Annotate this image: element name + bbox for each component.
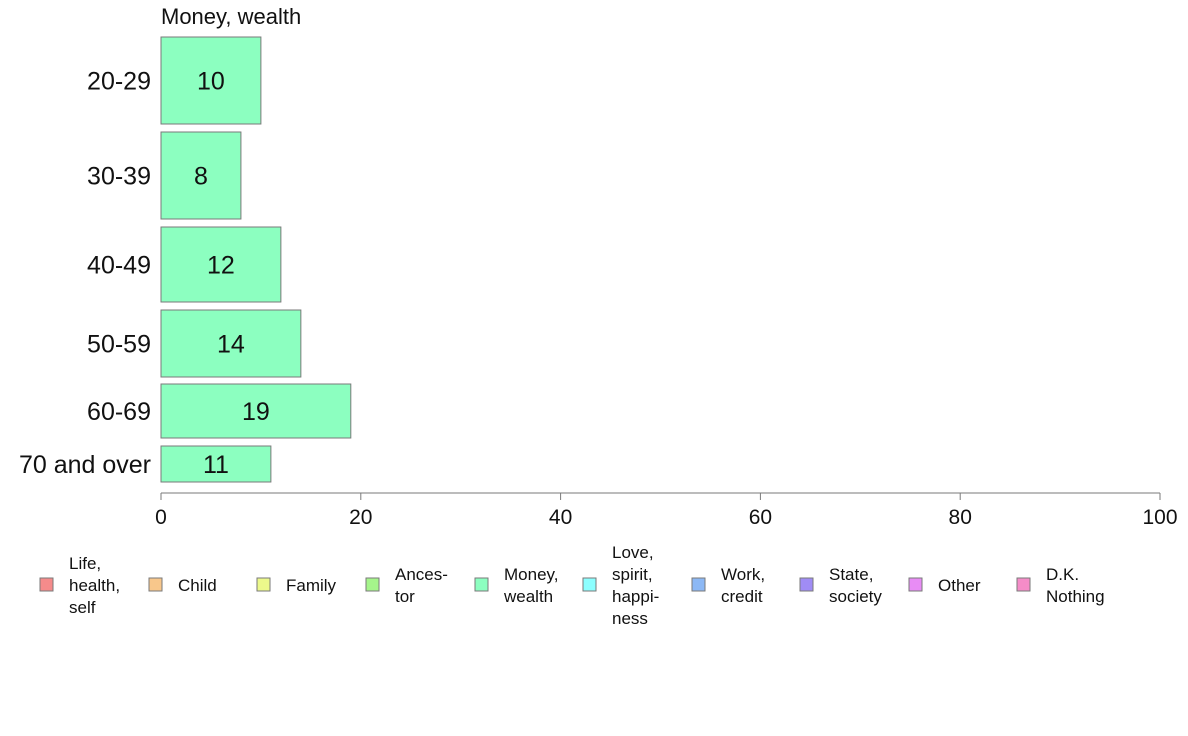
legend-label: spirit, — [612, 565, 653, 584]
bar — [160, 131, 242, 220]
legend-item: Ances-tor — [365, 565, 448, 606]
legend-label: Other — [938, 576, 981, 595]
legend-swatch — [148, 577, 163, 592]
bar-value-label: 12 — [207, 252, 235, 280]
legend-label: credit — [721, 587, 763, 606]
category-label: 30-39 — [87, 163, 151, 191]
x-axis: 0 20 40 60 80 100 — [155, 492, 1178, 529]
legend-swatch — [799, 577, 814, 592]
category-label: 60-69 — [87, 398, 151, 426]
legend-swatch — [582, 577, 597, 592]
legend-item: Work, credit — [691, 565, 765, 606]
category-label: 70 and over — [19, 451, 151, 479]
x-tick-label: 20 — [349, 506, 372, 529]
bar-value-label: 19 — [242, 398, 270, 426]
bar — [160, 445, 272, 483]
legend-label: Life, — [69, 554, 101, 573]
x-tick-label: 0 — [155, 506, 167, 529]
legend-item: Other — [908, 576, 981, 595]
legend-label: Child — [178, 576, 217, 595]
legend-label: happi- — [612, 587, 659, 606]
legend-label: Family — [286, 576, 337, 595]
x-tick-label: 100 — [1142, 506, 1177, 529]
category-label: 50-59 — [87, 331, 151, 359]
legend-item: Love, spirit, happi-ness — [582, 543, 659, 628]
legend-swatch — [474, 577, 489, 592]
legend-item: Money, wealth — [474, 565, 559, 606]
legend-item: Life, health, self — [39, 554, 120, 617]
legend-label: health, — [69, 576, 120, 595]
bars-group: 20-29 10 30-39 8 40-49 12 50-59 14 60-69 19 70 and… — [19, 36, 352, 483]
legend-label: Money, — [504, 565, 559, 584]
legend-label: Love, — [612, 543, 654, 562]
legend-swatch — [365, 577, 380, 592]
legend-label: Ances- — [395, 565, 448, 584]
legend-label: self — [69, 598, 96, 617]
legend-swatch — [39, 577, 54, 592]
legend-label: wealth — [503, 587, 553, 606]
bar-value-label: 11 — [203, 451, 229, 479]
legend-swatch — [256, 577, 271, 592]
bar — [160, 36, 262, 125]
legend-item: Family — [256, 576, 337, 595]
x-tick-label: 60 — [749, 506, 772, 529]
legend: Life, health, self Child Family Ances-tor Mone… — [39, 543, 1105, 628]
legend-label: tor — [395, 587, 415, 606]
legend-label: society — [829, 587, 882, 606]
legend-swatch — [908, 577, 923, 592]
legend-label: State, — [829, 565, 873, 584]
legend-swatch — [691, 577, 706, 592]
x-tick-label: 80 — [949, 506, 972, 529]
bar-value-label: 8 — [194, 163, 208, 191]
bar-value-label: 14 — [217, 331, 245, 359]
legend-label: D.K. — [1046, 565, 1079, 584]
x-tick-label: 40 — [549, 506, 572, 529]
legend-item: Child — [148, 576, 217, 595]
legend-label: Nothing — [1046, 587, 1105, 606]
category-label: 20-29 — [87, 68, 151, 96]
legend-label: ness — [612, 609, 648, 628]
bar-value-label: 10 — [197, 68, 225, 96]
legend-item: D.K. Nothing — [1016, 565, 1105, 606]
bar — [160, 383, 352, 439]
bar — [160, 309, 302, 378]
chart-title: Money, wealth — [161, 4, 301, 29]
legend-swatch — [1016, 577, 1031, 592]
category-label: 40-49 — [87, 252, 151, 280]
legend-label: Work, — [721, 565, 765, 584]
bar — [160, 226, 282, 303]
legend-item: State, society — [799, 565, 882, 606]
